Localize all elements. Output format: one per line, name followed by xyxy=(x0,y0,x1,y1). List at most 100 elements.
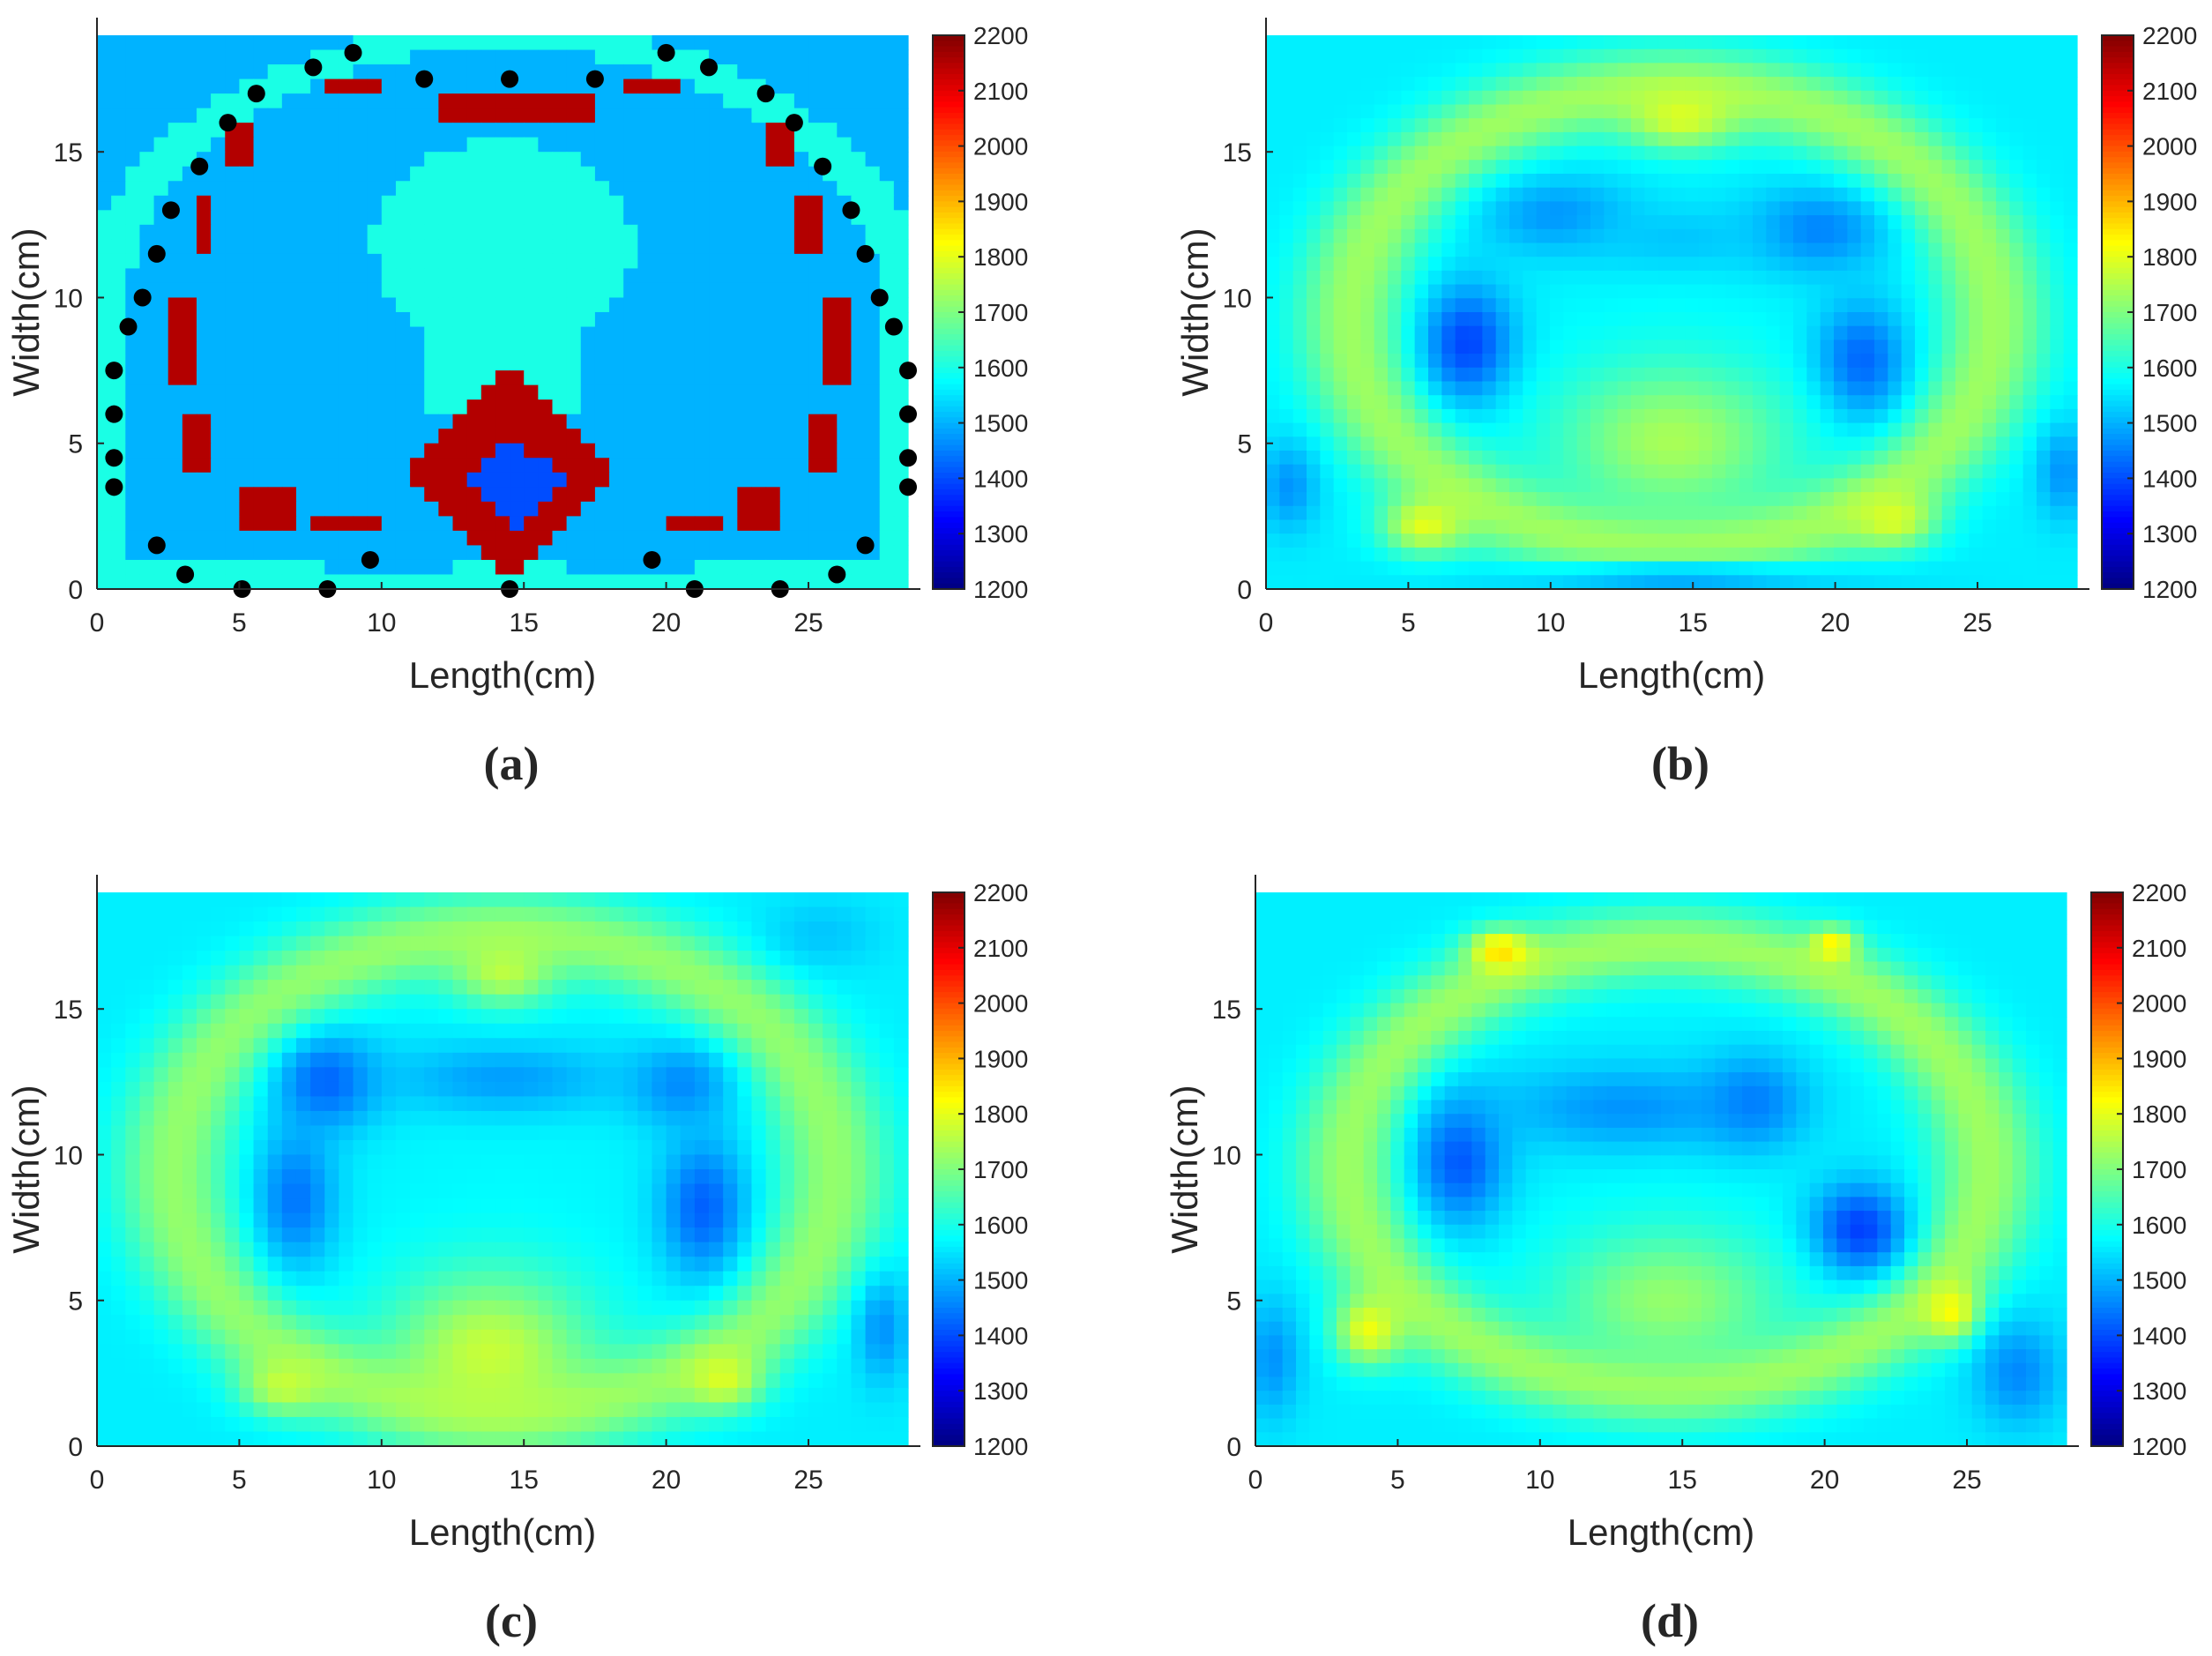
heatmap-cell xyxy=(1374,408,1389,424)
heatmap-cell xyxy=(723,195,738,211)
heatmap-cell xyxy=(381,253,397,270)
heatmap-cell xyxy=(723,326,738,342)
heatmap-cell xyxy=(1982,270,1997,286)
heatmap-cell xyxy=(1820,160,1835,175)
heatmap-cell xyxy=(353,384,369,400)
heatmap-cell xyxy=(1847,201,1862,216)
heatmap-cell xyxy=(139,49,155,65)
heatmap-cell xyxy=(466,210,482,226)
heatmap-cell xyxy=(339,906,354,922)
heatmap-cell xyxy=(1698,145,1713,160)
heatmap-cell xyxy=(1509,201,1523,216)
heatmap-cell xyxy=(1441,422,1456,437)
heatmap-cell xyxy=(2009,242,2024,257)
heatmap-cell xyxy=(466,253,482,270)
heatmap-cell xyxy=(1712,131,1726,147)
heatmap-cell xyxy=(452,370,468,386)
heatmap-cell xyxy=(1969,395,1984,410)
heatmap-cell xyxy=(2022,48,2037,63)
heatmap-cell xyxy=(1455,77,1470,92)
heatmap-cell xyxy=(637,355,653,371)
heatmap-cell xyxy=(97,906,112,922)
heatmap-cell xyxy=(153,429,169,444)
heatmap-cell xyxy=(2009,145,2024,160)
heatmap-cell xyxy=(381,501,397,517)
heatmap-cell xyxy=(1955,408,1970,424)
heatmap-cell xyxy=(1563,118,1578,133)
heatmap-cell xyxy=(182,195,197,211)
heatmap-cell xyxy=(609,545,624,561)
heatmap-cell xyxy=(1576,339,1591,354)
heatmap-cell xyxy=(637,312,653,328)
heatmap-cell xyxy=(1739,354,1754,369)
heatmap-cell xyxy=(395,443,411,459)
heatmap-cell xyxy=(1536,547,1551,563)
heatmap-cell xyxy=(680,545,696,561)
heatmap-cell xyxy=(2037,408,2051,424)
heatmap-cell xyxy=(1847,284,1862,299)
heatmap-cell xyxy=(1347,77,1361,92)
heatmap-cell xyxy=(495,123,510,138)
heatmap-cell xyxy=(182,35,197,51)
heatmap-cell xyxy=(1401,436,1416,451)
heatmap-cell xyxy=(1793,533,1807,548)
heatmap-cell xyxy=(1685,145,1700,160)
heatmap-cell xyxy=(295,137,311,153)
heatmap-cell xyxy=(1292,257,1307,272)
heatmap-cell xyxy=(1401,118,1416,133)
heatmap-cell xyxy=(438,501,454,517)
heatmap-cell xyxy=(381,384,397,400)
heatmap-cell xyxy=(823,458,838,474)
heatmap-cell xyxy=(893,501,909,517)
heatmap-cell xyxy=(1495,77,1510,92)
heatmap-cell xyxy=(709,545,724,561)
heatmap-cell xyxy=(837,501,853,517)
heatmap-cell xyxy=(623,195,638,211)
heatmap-cell xyxy=(580,429,596,444)
heatmap-cell xyxy=(438,297,454,313)
heatmap-cell xyxy=(723,370,738,386)
heatmap-cell xyxy=(1374,367,1389,383)
heatmap-cell xyxy=(295,35,311,51)
heatmap-cell xyxy=(339,472,354,488)
heatmap-cell xyxy=(1441,228,1456,244)
heatmap-cell xyxy=(1455,35,1470,50)
heatmap-cell xyxy=(1901,63,1916,78)
heatmap-cell xyxy=(1779,505,1794,521)
heatmap-cell xyxy=(295,239,311,255)
heatmap-cell xyxy=(2009,325,2024,340)
heatmap-cell xyxy=(253,414,269,429)
heatmap-cell xyxy=(2037,201,2051,216)
heatmap-cell xyxy=(609,49,624,65)
heatmap-cell xyxy=(1644,575,1659,590)
heatmap-cell xyxy=(1860,35,1875,50)
heatmap-cell xyxy=(552,399,568,415)
heatmap-cell xyxy=(324,78,339,94)
heatmap-cell xyxy=(2009,505,2024,521)
heatmap-cell xyxy=(865,78,881,94)
electrode-marker xyxy=(700,58,719,77)
heatmap-cell xyxy=(111,282,126,299)
heatmap-cell xyxy=(510,458,525,474)
heatmap-cell xyxy=(1347,270,1361,286)
heatmap-cell xyxy=(267,429,283,444)
heatmap-cell xyxy=(211,253,226,270)
heatmap-cell xyxy=(1982,312,1997,327)
heatmap-cell xyxy=(1901,118,1916,133)
heatmap-cell xyxy=(1550,436,1564,451)
heatmap-cell xyxy=(1766,145,1781,160)
heatmap-cell xyxy=(1766,436,1781,451)
heatmap-cell xyxy=(566,108,582,123)
heatmap-cell xyxy=(153,137,169,153)
heatmap-cell xyxy=(1847,160,1862,175)
heatmap-cell xyxy=(1401,35,1416,50)
heatmap-cell xyxy=(395,166,411,182)
heatmap-cell xyxy=(793,137,809,153)
heatmap-cell xyxy=(1834,242,1848,257)
heatmap-cell xyxy=(125,181,141,197)
heatmap-cell xyxy=(1495,519,1510,534)
heatmap-cell xyxy=(666,487,681,503)
heatmap-cell xyxy=(295,224,311,240)
heatmap-cell xyxy=(1414,104,1429,119)
electrode-marker xyxy=(884,317,903,336)
